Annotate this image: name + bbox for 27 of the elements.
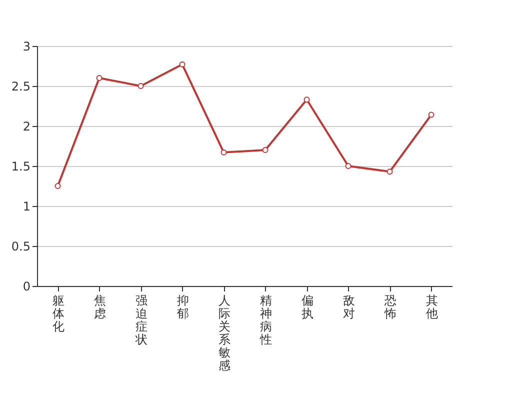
x-tick-label: 恐怖 [383,294,396,320]
point [428,112,434,118]
x-tick-label: 敌对 [342,294,355,320]
point [345,163,352,169]
point [54,183,61,189]
x-tick-label: 抑郁 [176,294,189,320]
x-tick-label: 偏执 [301,294,314,320]
y-tick-label: 2.5 [11,80,30,94]
y-tick-label: 3 [22,40,30,54]
point [262,147,268,153]
y-tick-label: 1.5 [11,160,30,174]
x-tick-label: 人际关系敏感 [218,294,230,372]
point [386,168,393,175]
x-tick-label: 躯体化 [52,294,64,334]
point [96,75,102,81]
point [220,149,227,156]
y-tick-label: 0 [22,280,30,294]
x-tick-label: 其他 [426,294,438,320]
y-tick-label: 1 [22,200,30,214]
y-tick-label: 2 [22,120,30,134]
x-tick-label: 焦虑 [94,294,106,320]
point [179,61,186,68]
y-tick-label: 0.5 [11,240,30,254]
x-tick-label: 强迫症状 [134,294,148,346]
point [304,96,310,103]
point [138,83,144,89]
x-tick-label: 精神病性 [258,294,272,346]
